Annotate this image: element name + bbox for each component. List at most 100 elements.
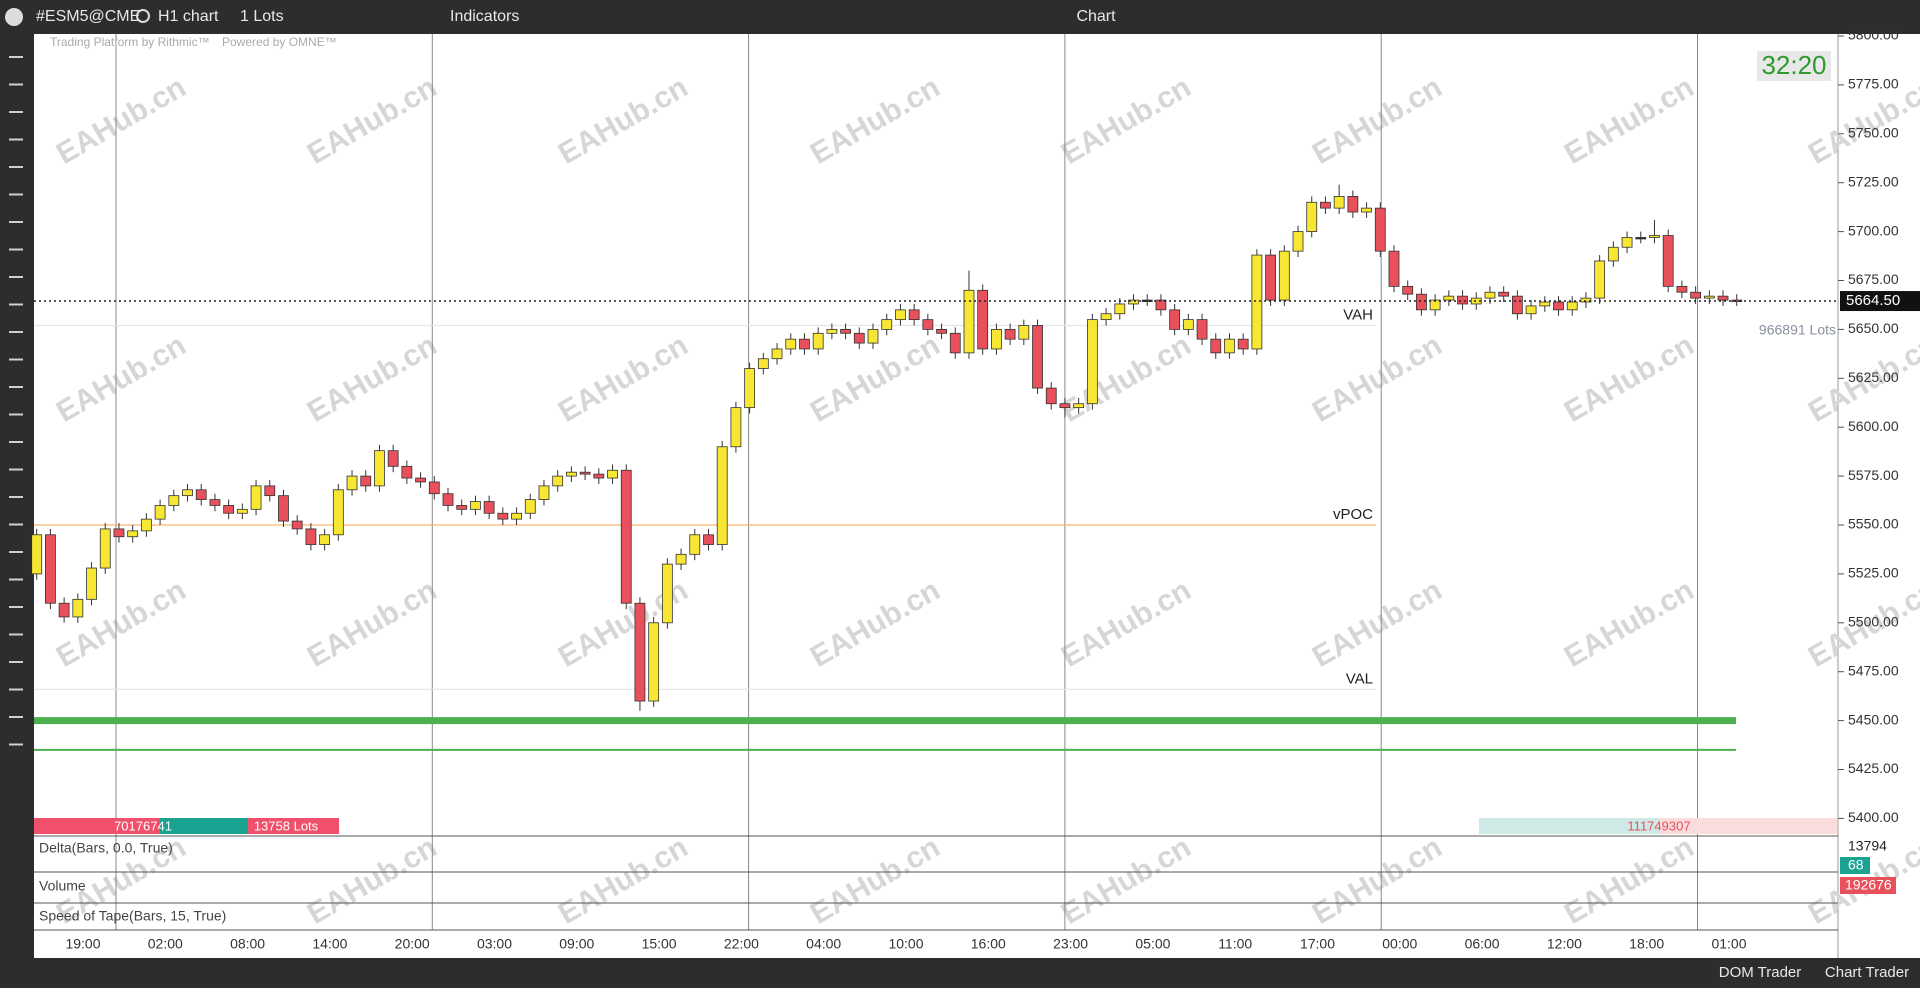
candle-body <box>1662 235 1674 287</box>
tool-icon <box>9 221 23 223</box>
candle-body <box>1594 260 1606 299</box>
tool-icon <box>9 468 23 471</box>
candle-body <box>154 505 166 520</box>
candle-body <box>387 450 399 467</box>
platform-credit: Trading Platform by Rithmic™ <box>50 35 210 49</box>
candle-body <box>538 485 550 500</box>
tool-icon <box>9 441 23 443</box>
candle-body <box>1141 299 1153 302</box>
x-tick-label: 04:00 <box>806 936 841 952</box>
tool-icon <box>9 496 23 498</box>
candle-body <box>168 495 180 506</box>
candle-body <box>552 475 564 487</box>
logo <box>5 8 23 26</box>
y-tick-label: 5600.00 <box>1848 418 1899 434</box>
watermark: EAHub.cn <box>1559 831 1700 931</box>
candle-body <box>1580 297 1592 303</box>
watermark: EAHub.cn <box>51 71 192 171</box>
tool-icon <box>9 633 23 636</box>
candle-body <box>689 534 701 555</box>
tool-icon <box>9 193 23 196</box>
quantity[interactable]: 1 Lots <box>240 8 284 25</box>
candle-body <box>1470 297 1482 305</box>
y-tick-label: 5475.00 <box>1848 662 1899 678</box>
tool-icon <box>9 386 23 388</box>
candle-body <box>1265 254 1276 301</box>
watermark: EAHub.cn <box>1559 71 1700 171</box>
lots-box <box>248 818 339 834</box>
candle-body <box>1498 291 1510 297</box>
candle-body <box>1196 319 1208 340</box>
candle-body <box>1566 301 1578 311</box>
candle-body <box>1114 303 1126 315</box>
speed-panel-label: Speed of Tape(Bars, 15, True) <box>39 908 226 924</box>
candle-body <box>305 528 317 545</box>
left-total: 70176741 <box>114 818 172 833</box>
watermark: EAHub.cn <box>302 329 443 429</box>
candle-body <box>291 520 303 530</box>
y-tick-label: 5775.00 <box>1848 76 1899 92</box>
candle-body <box>264 485 276 497</box>
candle-body <box>607 469 618 479</box>
timeframe[interactable]: H1 chart <box>158 8 219 25</box>
buy-box <box>160 818 248 834</box>
search-icon[interactable] <box>136 9 150 23</box>
candle-body <box>72 598 84 618</box>
candle-body <box>1539 301 1551 307</box>
x-tick-label: 05:00 <box>1135 936 1170 952</box>
tool-icon <box>9 331 23 333</box>
candle-body <box>949 332 961 354</box>
watermark: EAHub.cn <box>553 71 694 171</box>
watermark: EAHub.cn <box>1056 329 1197 429</box>
candle-body <box>332 489 344 536</box>
candle-body <box>99 528 111 569</box>
left-lots: 13758 Lots <box>254 818 319 833</box>
candle-body <box>840 328 851 334</box>
candle-body <box>1621 237 1633 248</box>
y-tick-label: 5450.00 <box>1848 711 1899 727</box>
candle-body <box>1182 319 1194 330</box>
candle-body <box>634 602 646 702</box>
candle-body <box>991 328 1002 350</box>
candle-body <box>675 553 687 565</box>
candle-body <box>127 530 139 538</box>
candle-body <box>716 446 728 545</box>
candle-body <box>250 485 262 510</box>
x-tick-label: 12:00 <box>1547 936 1582 952</box>
candle-body <box>1004 328 1016 340</box>
candle-body <box>223 505 235 514</box>
watermark: EAHub.cn <box>1559 574 1700 674</box>
candle-body <box>1333 195 1345 209</box>
tool-icon <box>9 606 23 608</box>
candle-body <box>826 328 838 334</box>
symbol[interactable]: #ESM5@CME <box>36 8 140 25</box>
watermark: EAHub.cn <box>805 831 946 931</box>
candle-body <box>31 534 43 575</box>
watermark: EAHub.cn <box>1559 329 1700 429</box>
tool-icon <box>9 661 23 663</box>
right-total: 111749307 <box>1627 818 1690 833</box>
x-tick-label: 20:00 <box>395 936 430 952</box>
y-tick-label: 5575.00 <box>1848 467 1899 483</box>
watermark: EAHub.cn <box>1056 71 1197 171</box>
candle-body <box>428 481 440 495</box>
right-box-a <box>1479 818 1659 834</box>
watermark: EAHub.cn <box>553 831 694 931</box>
chart-trader-tab[interactable]: Chart Trader <box>1825 964 1909 981</box>
candle-body <box>1690 291 1702 299</box>
candle-body <box>1731 299 1743 302</box>
bottom-bar <box>0 958 1920 988</box>
candle-body <box>1402 285 1414 295</box>
dom-trader-tab[interactable]: DOM Trader <box>1719 964 1802 981</box>
candle-body <box>524 499 536 514</box>
candle-body <box>730 407 742 448</box>
candle-body <box>1429 299 1441 311</box>
tool-icon <box>9 56 23 58</box>
candle-body <box>1292 231 1304 252</box>
candle-body <box>360 475 372 487</box>
indicators[interactable]: Indicators <box>450 8 519 25</box>
x-tick-label: 14:00 <box>312 936 347 952</box>
candle-body <box>442 493 454 506</box>
y-tick-label: 5700.00 <box>1848 222 1899 238</box>
